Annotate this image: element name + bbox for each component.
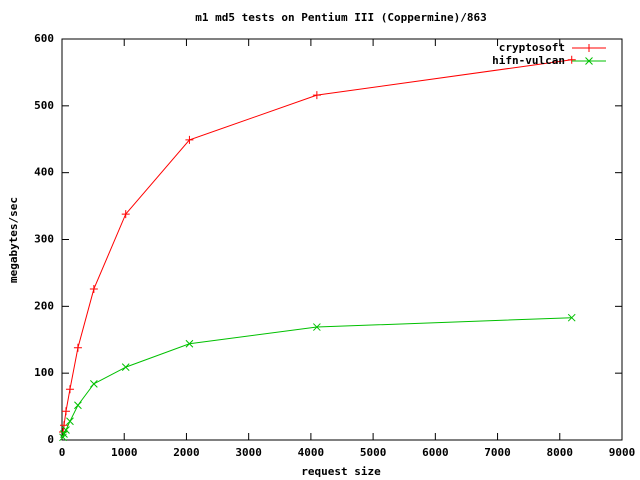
y-tick-label: 0 xyxy=(47,433,54,446)
x-tick-label: 9000 xyxy=(609,446,636,459)
y-tick-label: 500 xyxy=(34,99,54,112)
point-marker xyxy=(585,44,593,52)
point-marker xyxy=(185,339,194,348)
y-axis-label: megabytes/sec xyxy=(7,197,20,283)
point-marker xyxy=(313,323,321,331)
y-tick-label: 600 xyxy=(34,32,54,45)
point-marker xyxy=(73,343,82,352)
x-axis-label: request size xyxy=(301,465,381,478)
legend-label: hifn-vulcan xyxy=(492,54,565,67)
point-marker xyxy=(567,55,576,64)
x-tick-label: 2000 xyxy=(173,446,200,459)
point-marker xyxy=(90,380,98,388)
series-line xyxy=(62,317,572,438)
point-marker xyxy=(89,284,98,293)
point-marker xyxy=(121,363,130,372)
point-marker xyxy=(567,313,576,322)
x-tick-label: 7000 xyxy=(484,446,511,459)
point-marker xyxy=(312,91,321,100)
point-marker xyxy=(185,135,194,144)
x-tick-label: 1000 xyxy=(111,446,138,459)
point-marker xyxy=(60,430,68,438)
x-tick-label: 6000 xyxy=(422,446,449,459)
y-tick-label: 100 xyxy=(34,366,54,379)
point-marker xyxy=(61,407,70,416)
x-tick-label: 8000 xyxy=(547,446,574,459)
y-tick-label: 300 xyxy=(34,233,54,246)
x-tick-label: 4000 xyxy=(298,446,325,459)
y-tick-label: 400 xyxy=(34,166,54,179)
point-marker xyxy=(585,57,593,65)
series-line xyxy=(62,59,572,433)
x-tick-label: 3000 xyxy=(235,446,262,459)
point-marker xyxy=(66,417,74,426)
point-marker xyxy=(62,426,70,434)
point-marker xyxy=(65,385,74,394)
point-marker xyxy=(74,401,82,410)
legend-label: cryptosoft xyxy=(499,41,565,54)
x-tick-label: 5000 xyxy=(360,446,387,459)
chart-title: m1 md5 tests on Pentium III (Coppermine)… xyxy=(195,11,486,24)
point-marker xyxy=(121,210,130,219)
y-tick-label: 200 xyxy=(34,299,54,312)
x-tick-label: 0 xyxy=(59,446,66,459)
